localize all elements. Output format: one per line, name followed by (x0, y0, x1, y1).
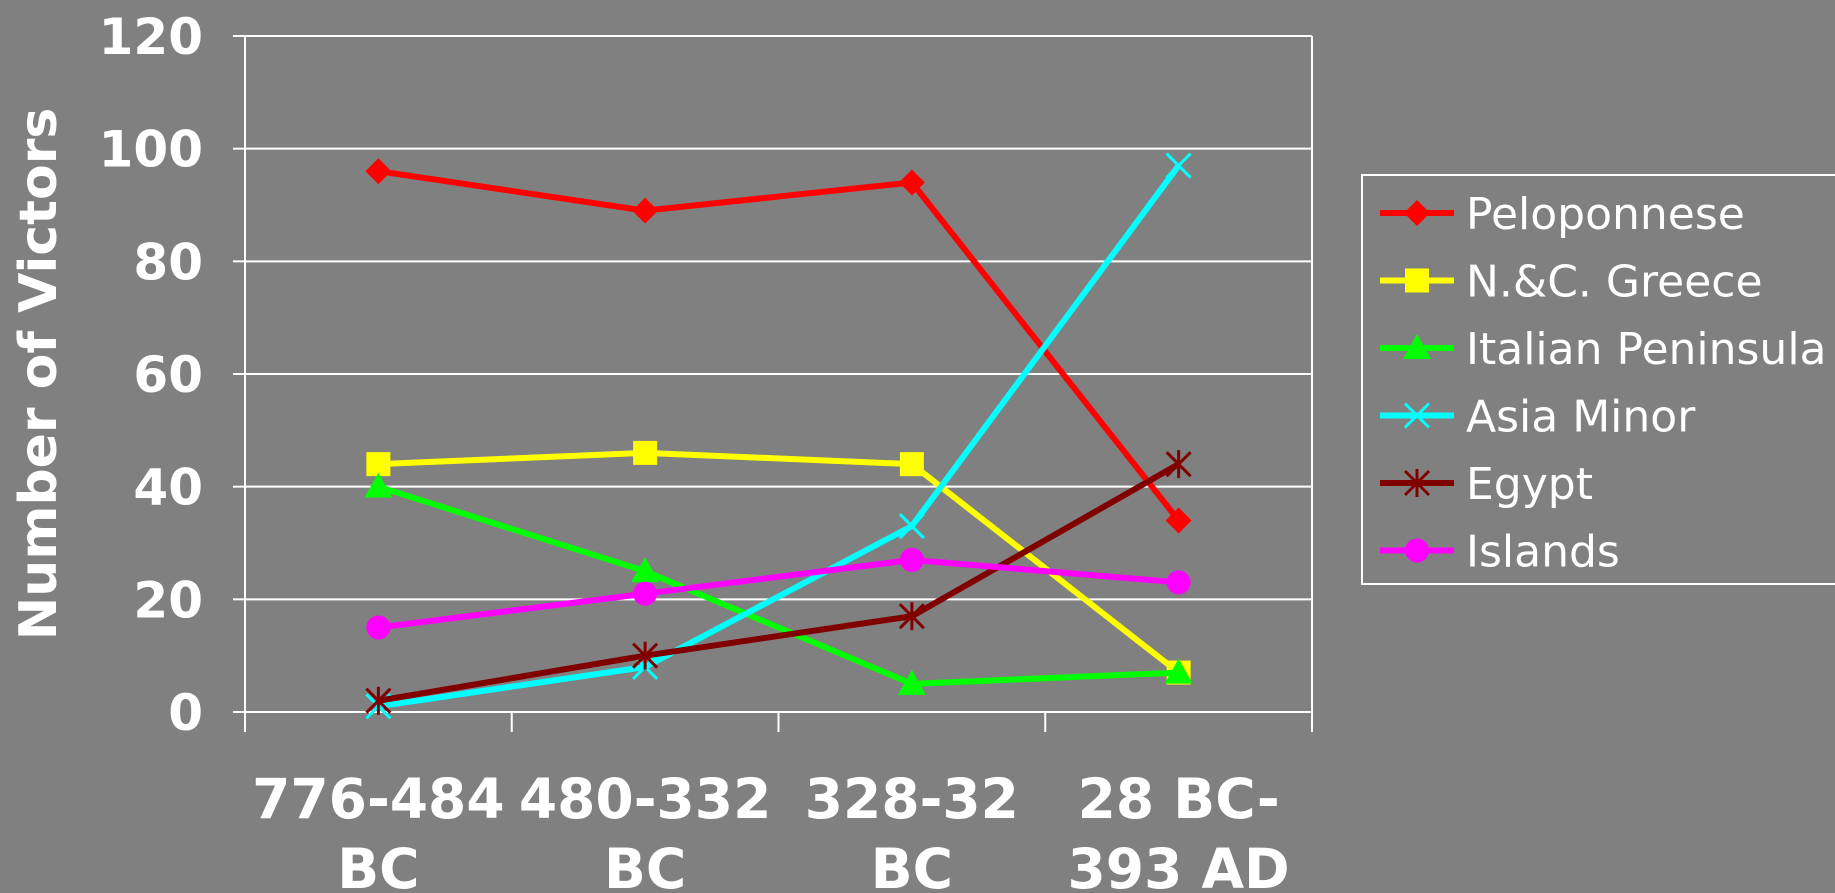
x-category-label: 328-32 (805, 767, 1019, 831)
data-point-asia-minor (898, 513, 925, 540)
y-tick-label: 120 (99, 8, 203, 66)
data-point-italian-peninsula (897, 669, 926, 695)
x-category-label: BC (871, 837, 953, 893)
x-category-label: 393 AD (1068, 837, 1290, 893)
legend-swatch-marker (1403, 469, 1431, 497)
axes (233, 35, 1313, 732)
series-egypt (365, 450, 1192, 715)
data-point-islands (633, 581, 658, 606)
series-line-islands (377, 556, 1179, 631)
legend-swatch-marker (1405, 538, 1429, 563)
data-point-islands (366, 615, 391, 640)
data-point-egypt (898, 602, 925, 631)
data-point-islands (1166, 570, 1191, 595)
legend-label: Asia Minor (1466, 392, 1696, 443)
data-point-n-c-greece (366, 452, 391, 477)
legend-label: Islands (1466, 527, 1620, 578)
series-n-c-greece (366, 440, 1191, 685)
legend-swatch-marker (1405, 268, 1429, 293)
legend-item: N.&C. Greece (1380, 257, 1763, 308)
data-point-islands (899, 547, 924, 572)
series-line-asia-minor (377, 163, 1182, 710)
legend-label: Egypt (1466, 459, 1593, 510)
y-axis-label: Number of Victors (9, 108, 69, 641)
data-point-egypt (632, 641, 659, 670)
data-point-peloponnese (1165, 507, 1192, 534)
series-islands (366, 547, 1191, 640)
data-point-italian-peninsula (364, 472, 393, 498)
series-line-italian-peninsula (377, 483, 1179, 687)
data-point-italian-peninsula (1164, 658, 1193, 684)
y-tick-label: 20 (133, 571, 203, 629)
data-point-egypt (365, 686, 392, 715)
y-axis-tick-labels: 0 20 40 60 80 100 120 (99, 8, 203, 742)
data-point-peloponnese (898, 169, 925, 196)
x-axis-category-labels: 776-484 BC 480-332 BC 328-32 BC 28 BC- 393 AD (252, 767, 1290, 893)
legend-item: Islands (1380, 527, 1620, 578)
legend-item: Italian Peninsula (1380, 324, 1827, 375)
legend: Peloponnese N.&C. Greece Italian Peninsula… (1361, 174, 1835, 585)
x-category-label: BC (337, 837, 419, 893)
x-category-label: 28 BC- (1078, 767, 1280, 831)
legend-item: Asia Minor (1380, 392, 1696, 443)
series-line-egypt (377, 461, 1181, 704)
data-point-n-c-greece (633, 440, 658, 465)
series-line-peloponnese (377, 168, 1181, 523)
series-peloponnese (365, 158, 1192, 534)
series-italian-peninsula (364, 472, 1193, 695)
legend-label: Peloponnese (1466, 189, 1745, 240)
legend-swatch-marker (1404, 200, 1430, 226)
legend-swatch-marker (1403, 334, 1431, 359)
data-point-peloponnese (365, 158, 392, 185)
legend-item: Egypt (1380, 459, 1593, 510)
data-point-italian-peninsula (631, 557, 660, 583)
data-point-n-c-greece (899, 452, 924, 477)
x-category-label: 480-332 (519, 767, 771, 831)
legend-label: Italian Peninsula (1466, 324, 1827, 375)
legend-box (1361, 174, 1835, 585)
y-tick-label: 0 (168, 684, 203, 742)
x-category-label: BC (604, 837, 686, 893)
series-lines (364, 152, 1193, 720)
x-category-label: 776-484 (252, 767, 504, 831)
data-point-peloponnese (632, 197, 659, 224)
data-point-egypt (1165, 450, 1192, 479)
y-tick-label: 60 (133, 346, 203, 404)
gridlines (245, 35, 1312, 601)
y-tick-label: 40 (133, 459, 203, 517)
legend-swatch-marker (1403, 402, 1431, 429)
y-tick-label: 80 (133, 233, 203, 291)
legend-item: Peloponnese (1380, 189, 1745, 240)
y-tick-label: 100 (99, 121, 203, 179)
data-point-asia-minor (1165, 152, 1192, 179)
legend-label: N.&C. Greece (1466, 257, 1763, 308)
